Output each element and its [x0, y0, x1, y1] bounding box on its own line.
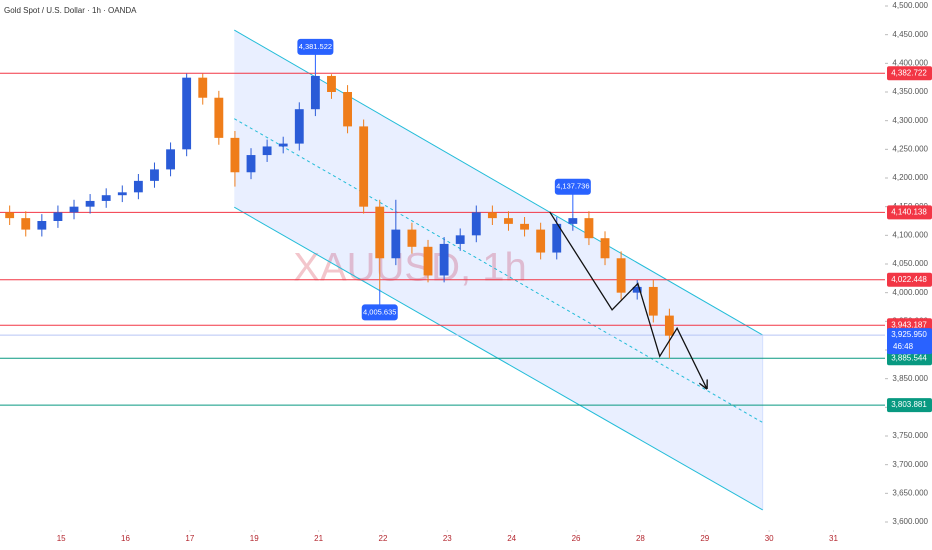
candle-body [85, 200, 95, 207]
current-price-tag [887, 328, 932, 355]
y-tick-label: 3,850.000 [892, 374, 928, 383]
x-tick-label: 17 [185, 534, 194, 543]
candle-body [37, 221, 47, 230]
callout-box [361, 304, 398, 321]
y-tick-label: 3,600.000 [892, 517, 928, 526]
y-tick-label: 3,650.000 [892, 488, 928, 497]
watermark: XAUUSD, 1h [293, 246, 526, 290]
candle-body [632, 286, 642, 293]
callout-label: 4,381.522 [299, 42, 332, 51]
y-tick-label: 4,050.000 [892, 259, 928, 268]
x-tick-label: 28 [636, 534, 645, 543]
y-tick-label: 4,500.000 [892, 1, 928, 10]
candle-body [150, 169, 159, 181]
candle-body [487, 212, 497, 219]
y-tick-label: 4,350.000 [892, 87, 928, 96]
y-tick-label: 3,700.000 [892, 460, 928, 469]
candle-body [214, 97, 224, 138]
candle-body [278, 143, 288, 147]
candle-body [600, 238, 610, 259]
candle-body [117, 192, 127, 196]
candle-body [294, 109, 304, 144]
candle-body [504, 218, 513, 224]
candle-body [407, 229, 417, 247]
level-tag [887, 398, 932, 413]
level-label: 4,382.722 [891, 68, 927, 77]
level-label: 3,803.881 [891, 400, 927, 409]
candle-body [375, 206, 385, 259]
x-tick-label: 19 [250, 534, 259, 543]
chart-title: Gold Spot / U.S. Dollar · 1h · OANDA [4, 6, 137, 15]
candle-body [520, 223, 529, 230]
candle-body [182, 77, 192, 150]
candle-body [5, 212, 15, 219]
candle-body [69, 206, 79, 213]
candle-body [568, 218, 578, 224]
candle-body [552, 223, 562, 253]
x-tick-label: 30 [765, 534, 774, 543]
x-tick-label: 16 [121, 534, 130, 543]
y-tick-label: 4,200.000 [892, 173, 928, 182]
y-tick-label: 4,300.000 [892, 116, 928, 125]
candle-body [133, 180, 143, 193]
candle-body [391, 229, 401, 259]
candle-body [230, 137, 240, 173]
candle-body [423, 246, 433, 276]
candle-body [439, 243, 449, 276]
x-tick-label: 31 [829, 534, 838, 543]
x-tick-label: 15 [57, 534, 66, 543]
y-tick-label: 3,750.000 [892, 431, 928, 440]
x-tick-label: 29 [700, 534, 709, 543]
level-label: 3,943.187 [891, 320, 927, 329]
y-tick-label: 4,100.000 [892, 230, 928, 239]
x-tick-label: 26 [572, 534, 581, 543]
candle-body [246, 155, 256, 173]
candle-body [166, 149, 175, 170]
candle-body [359, 126, 369, 207]
callout-label: 4,005.635 [363, 307, 396, 316]
level-tag [887, 205, 932, 220]
candle-body [455, 235, 465, 244]
level-label: 4,140.138 [891, 207, 927, 216]
x-tick-label: 23 [443, 534, 452, 543]
projection-arrow [549, 211, 707, 389]
plot-area: XAUUSD, 1h 4,381.522 4,137.736 4,005.635 [0, 29, 885, 511]
level-tag [887, 66, 932, 81]
y-tick-label: 4,400.000 [892, 58, 928, 67]
level-tag [887, 351, 932, 366]
y-tick-label: 4,450.000 [892, 30, 928, 39]
current-price-label: 3,925.950 [891, 330, 927, 339]
candle-body [101, 195, 111, 201]
y-tick-label: 4,250.000 [892, 144, 928, 153]
level-tag [887, 272, 932, 287]
candle-body [664, 315, 674, 336]
level-label: 3,885.544 [891, 353, 927, 362]
countdown: 46:48 [893, 342, 914, 351]
candle-body [648, 286, 658, 316]
axes: 4,500.000 4,450.000 4,400.000 4,350.000 4,30… [57, 0, 932, 550]
callout-label: 4,137.736 [556, 182, 589, 191]
x-tick-label: 24 [507, 534, 516, 543]
candle-body [616, 258, 626, 293]
channel-upper [234, 29, 763, 336]
candle-body [262, 146, 272, 156]
callout-box [554, 178, 591, 195]
level-label: 4,022.448 [891, 275, 927, 284]
candle-body [471, 212, 481, 236]
x-tick-label: 21 [314, 534, 323, 543]
candle-body [536, 229, 546, 253]
x-tick-label: 22 [379, 534, 388, 543]
candle-body [584, 218, 594, 239]
y-tick-label: 4,000.000 [892, 288, 928, 297]
candle-body [310, 75, 320, 110]
candle-body [343, 92, 352, 127]
candle-body [198, 77, 208, 98]
candle-body [21, 218, 31, 230]
candle-body [53, 212, 63, 221]
candle-body [327, 75, 336, 92]
callout-box [297, 38, 334, 55]
